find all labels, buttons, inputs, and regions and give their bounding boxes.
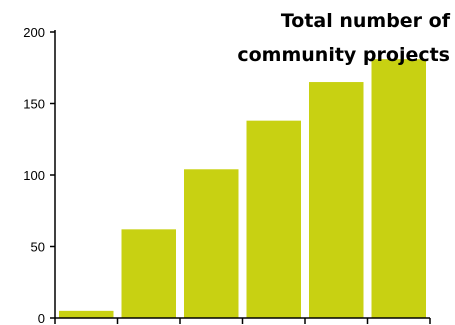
bar-6 — [371, 59, 426, 319]
y-tick-label-0: 0 — [38, 311, 45, 325]
chart-title-line-1: Total number of — [281, 10, 451, 32]
x-ticks-group — [116, 318, 431, 324]
bars-group — [59, 59, 426, 319]
bar-4 — [246, 120, 301, 318]
chart-title-line-2: community projects — [237, 44, 450, 66]
y-ticks-group: 0 50 100 150 200 — [23, 25, 55, 325]
bar-2 — [121, 229, 176, 318]
bar-1 — [59, 310, 114, 318]
y-tick-label-100: 100 — [23, 168, 45, 183]
bar-3 — [184, 169, 239, 318]
bar-5 — [309, 82, 364, 318]
y-tick-label-50: 50 — [31, 240, 45, 255]
y-tick-label-200: 200 — [23, 25, 45, 40]
y-tick-label-150: 150 — [23, 97, 45, 112]
